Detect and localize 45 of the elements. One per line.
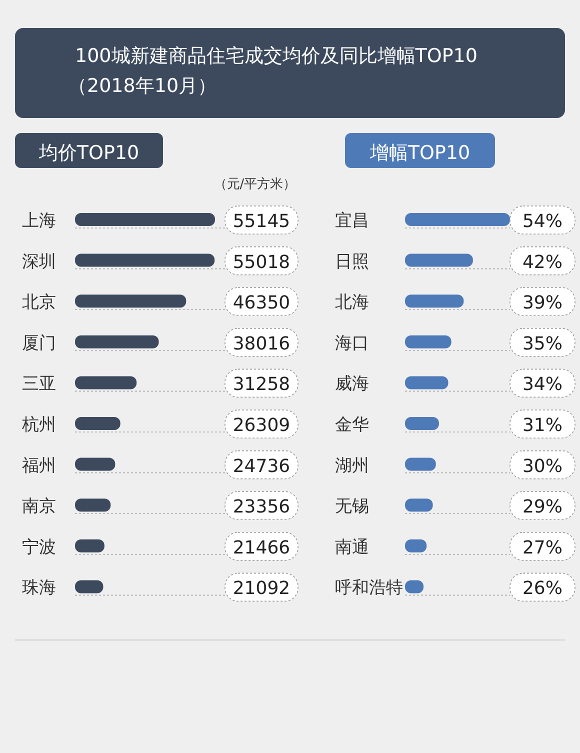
category-label: 日照 (335, 252, 369, 272)
data-label: 55145 (232, 211, 290, 232)
text: （2018年10月） (68, 75, 217, 97)
category-label: 三亚 (22, 374, 56, 394)
text: 100城新建商品住宅成交均价及同比增幅TOP10 (75, 45, 478, 67)
category-label: 厦门 (22, 333, 56, 354)
text: （元/平方米） (214, 176, 296, 192)
data-label: 54% (522, 211, 563, 232)
category-label: 金华 (335, 415, 369, 435)
data-label: 26309 (232, 415, 290, 436)
category-label: 北京 (22, 292, 56, 313)
category-label: 南京 (22, 496, 56, 517)
data-label: 31258 (232, 374, 290, 396)
data-label: 39% (522, 292, 563, 314)
category-label: 呼和浩特 (335, 578, 403, 598)
data-label: 23356 (232, 496, 290, 518)
data-label: 21092 (232, 578, 290, 600)
data-label: 55018 (232, 252, 290, 273)
category-label: 海口 (335, 333, 369, 354)
category-label: 北海 (335, 292, 369, 313)
data-label: 21466 (232, 537, 290, 558)
category-label: 深圳 (22, 252, 56, 272)
chart-title: 增幅TOP10 (368, 142, 470, 164)
data-label: 26% (522, 578, 563, 600)
data-label: 38016 (232, 333, 290, 354)
data-label: 42% (522, 252, 563, 273)
data-label: 30% (522, 456, 563, 477)
chart-title: 均价TOP10 (38, 142, 140, 164)
category-label: 福州 (22, 456, 56, 476)
category-label: 湖州 (335, 456, 369, 476)
category-label: 无锡 (335, 496, 369, 517)
data-label: 35% (522, 333, 563, 354)
data-label: 46350 (232, 292, 290, 314)
data-label: 29% (522, 496, 563, 518)
category-label: 威海 (335, 374, 369, 394)
category-label: 宜昌 (335, 211, 369, 231)
category-label: 南通 (335, 537, 369, 558)
category-label: 上海 (22, 211, 56, 231)
category-label: 宁波 (22, 537, 56, 558)
data-label: 34% (522, 374, 563, 396)
data-label: 24736 (232, 456, 290, 477)
data-label: 31% (522, 415, 563, 436)
category-label: 珠海 (22, 578, 56, 598)
data-label: 27% (522, 537, 563, 558)
category-label: 杭州 (22, 415, 56, 435)
